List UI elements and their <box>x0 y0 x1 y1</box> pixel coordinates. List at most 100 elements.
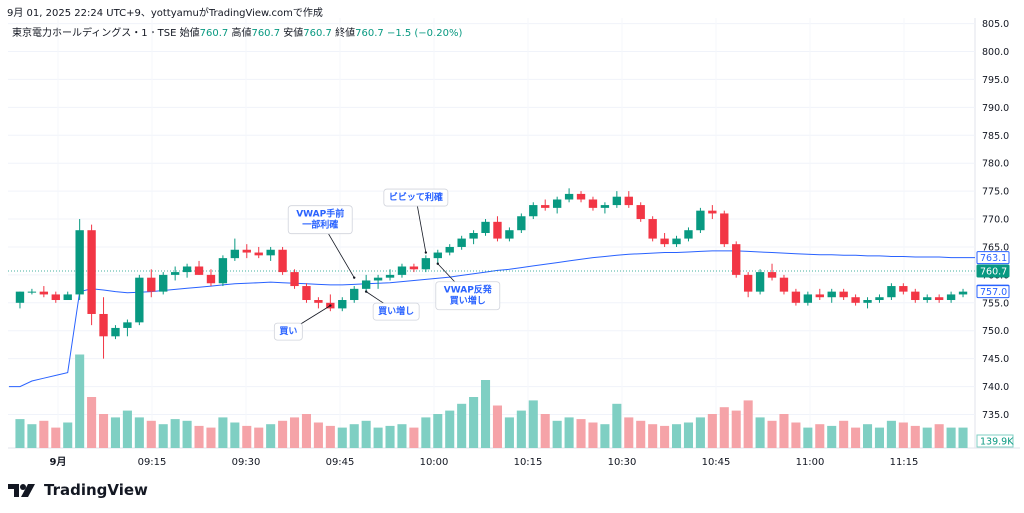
volume-bar <box>636 420 646 448</box>
annotation-box <box>372 302 420 321</box>
candle-body <box>123 322 132 328</box>
candle-body <box>505 230 514 239</box>
volume-bar <box>373 427 383 448</box>
candle-body <box>660 238 669 245</box>
volume-bar <box>27 424 37 448</box>
price-label-box <box>976 251 1010 265</box>
annotation-callout: 買い <box>273 304 332 341</box>
price-label-text: 763.1 <box>980 253 1007 264</box>
volume-bar <box>51 427 61 448</box>
volume-bar <box>349 424 359 448</box>
volume-bar <box>63 422 73 448</box>
legend-close-label: 終値 <box>335 28 356 39</box>
volume-bar <box>397 424 407 448</box>
volume-bar <box>898 422 908 448</box>
candle-body <box>230 249 240 259</box>
tradingview-logo-icon <box>8 484 35 497</box>
candle-body <box>170 272 180 275</box>
candle-body <box>887 286 896 298</box>
candle-body <box>385 274 395 278</box>
price-label-text: 757.0 <box>980 287 1007 298</box>
candle-body <box>481 221 490 233</box>
volume-bar <box>492 405 503 448</box>
annotation-pointer <box>415 197 427 253</box>
y-tick-label: 775.0 <box>982 187 1009 198</box>
candle-body <box>469 233 478 239</box>
x-tick-label: 10:00 <box>420 457 449 468</box>
candle-body <box>732 244 741 275</box>
candle-body <box>135 277 144 323</box>
annotation-anchor <box>364 290 368 293</box>
volume-bar <box>182 420 192 448</box>
volume-bar <box>767 420 777 448</box>
candle-body <box>39 291 49 295</box>
candle-body <box>648 219 657 239</box>
legend-low-label: 安値 <box>283 28 304 39</box>
candle-body <box>278 249 287 273</box>
candle-body <box>600 205 610 208</box>
volume-bar <box>839 420 849 448</box>
x-tick-label: 10:15 <box>514 457 543 468</box>
candle-body <box>839 291 848 298</box>
candle-body <box>206 274 216 284</box>
candle-body <box>696 210 705 231</box>
volume-bar <box>289 417 300 448</box>
volume-bar <box>731 410 741 448</box>
volume-bar <box>134 417 144 448</box>
volume-bar <box>862 424 873 448</box>
volume-bar <box>170 419 180 448</box>
price-label-box <box>976 264 1010 278</box>
volume-bar <box>278 420 288 448</box>
candle-body <box>934 297 944 301</box>
price-label-last: 760.7 <box>976 264 1010 278</box>
tradingview-logo[interactable]: TradingView <box>8 481 148 499</box>
candle-body <box>75 230 84 295</box>
volume-bar <box>158 424 168 448</box>
candle-body <box>63 294 72 301</box>
legend-symbol[interactable]: 東京電力ホールディングス・1・TSE <box>12 28 177 39</box>
volume-bar <box>707 414 717 448</box>
volume-bar <box>445 410 455 448</box>
volume-bar <box>433 414 443 448</box>
volume-bar <box>361 420 371 448</box>
candle-body <box>564 193 574 200</box>
annotation-text: ビビッて利確 <box>389 191 443 203</box>
candle-body <box>242 249 251 253</box>
candle-body <box>588 199 598 208</box>
volume-bar <box>266 424 276 448</box>
candle-body <box>708 210 717 214</box>
annotation-callout: 買い増し <box>364 290 420 321</box>
candle-body <box>911 291 920 301</box>
volume-bar <box>934 424 944 448</box>
x-tick-label: 10:45 <box>702 457 731 468</box>
volume-bar <box>146 420 156 448</box>
volume-bar <box>313 422 323 448</box>
volume-bar <box>552 420 562 448</box>
candle-body <box>636 205 645 220</box>
volume-bar <box>469 397 479 448</box>
volume-bar <box>743 400 753 448</box>
candle-body <box>875 297 884 301</box>
volume-bar <box>516 410 526 448</box>
candle-body <box>350 288 359 301</box>
candle-body <box>51 294 60 301</box>
y-tick-label: 785.0 <box>982 131 1009 142</box>
volume-bar <box>254 427 264 448</box>
volume-bar <box>75 354 85 448</box>
y-tick-label: 735.0 <box>982 410 1009 421</box>
x-tick-label: 11:15 <box>890 457 919 468</box>
annotation-box <box>435 281 501 311</box>
volume-bar <box>624 417 634 448</box>
volume-bar <box>779 414 789 448</box>
candle-body <box>791 291 801 303</box>
candle-body <box>361 280 371 289</box>
candle-body <box>409 266 419 270</box>
volume-bar <box>791 422 801 448</box>
annotation-box <box>383 188 449 207</box>
legend-high-label: 高値 <box>231 28 252 39</box>
candle-body <box>815 294 824 298</box>
candle-body <box>338 300 347 309</box>
candle-body <box>27 291 37 293</box>
